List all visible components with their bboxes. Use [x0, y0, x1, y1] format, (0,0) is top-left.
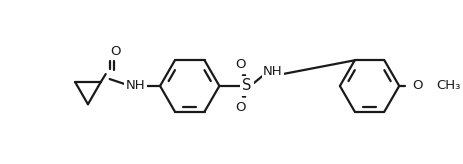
Text: O: O — [411, 79, 422, 92]
Text: O: O — [234, 58, 245, 71]
Text: S: S — [242, 78, 251, 93]
Text: O: O — [110, 45, 120, 58]
Text: NH: NH — [125, 79, 145, 92]
Text: O: O — [234, 101, 245, 114]
Text: CH₃: CH₃ — [435, 79, 459, 92]
Text: NH: NH — [263, 65, 282, 78]
